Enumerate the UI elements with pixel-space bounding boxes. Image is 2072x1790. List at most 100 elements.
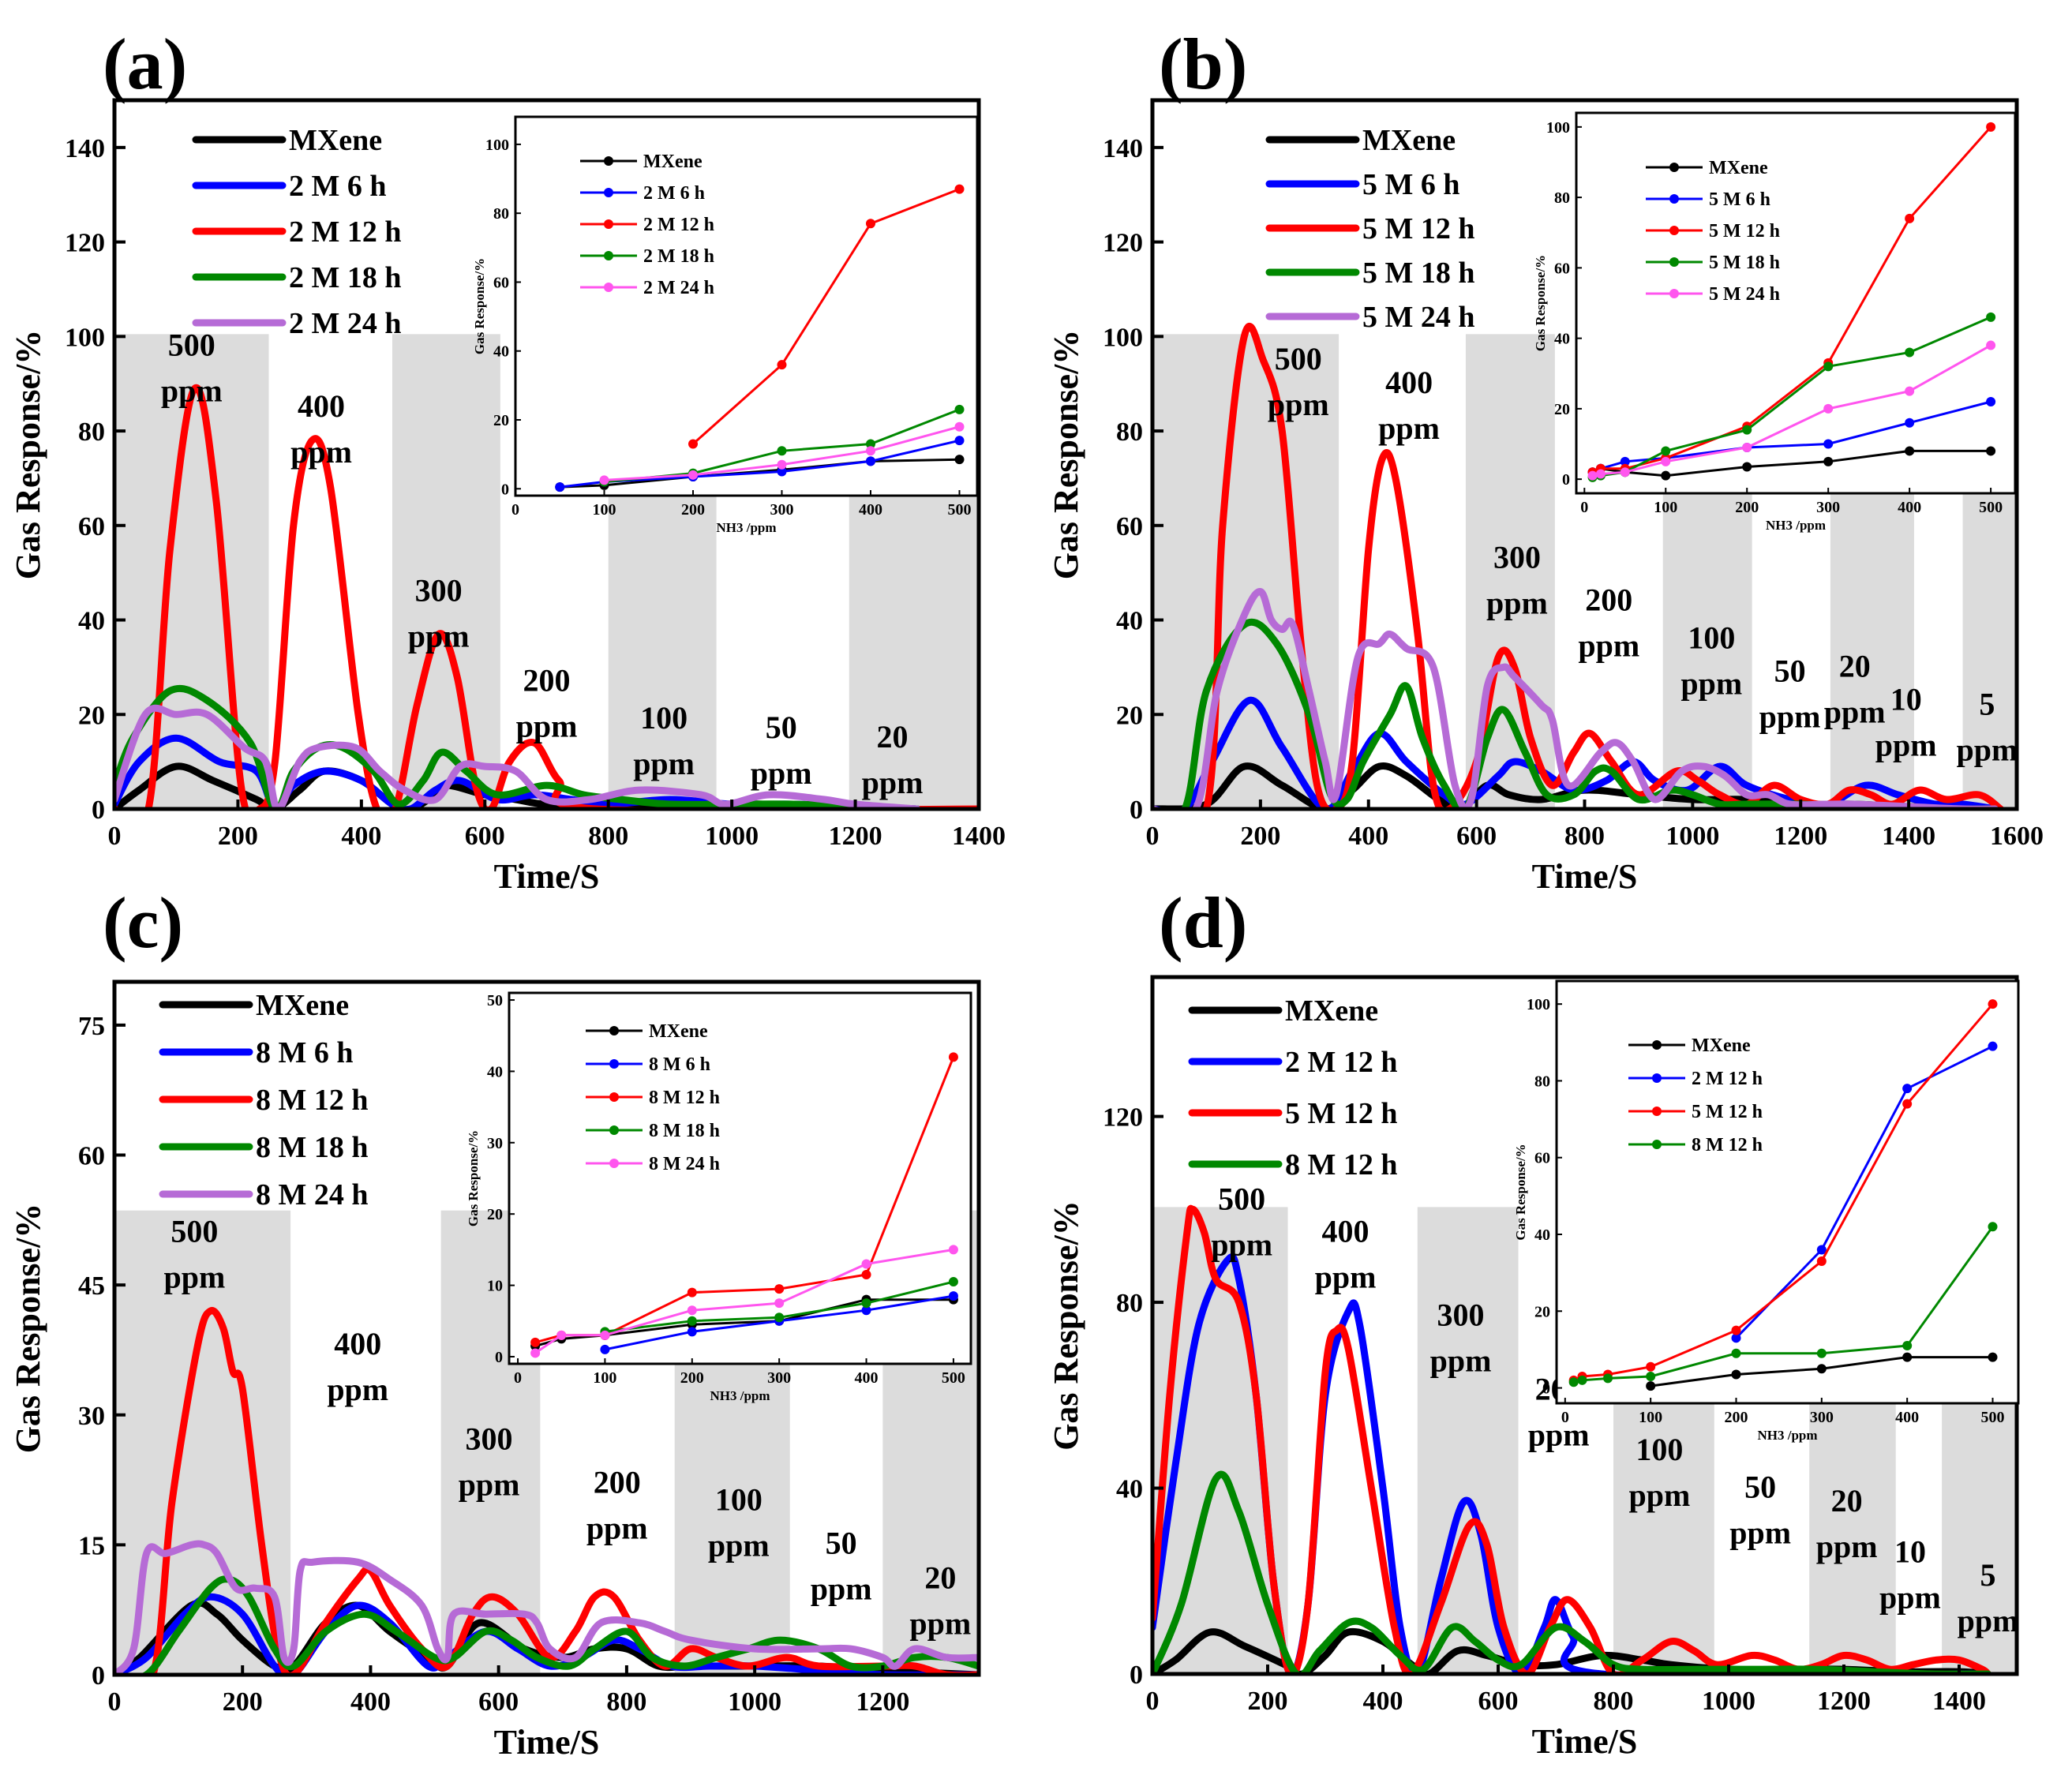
inset-point — [687, 1305, 697, 1316]
inset-y-tick-label: 40 — [487, 1063, 503, 1080]
inset-point — [861, 1259, 871, 1269]
concentration-label: 300 ppm — [408, 573, 470, 654]
inset-point — [1568, 1377, 1579, 1387]
concentration-label-line: 300 — [466, 1421, 513, 1457]
inset-y-tick-label: 40 — [1554, 331, 1570, 348]
inset-point — [1816, 1256, 1827, 1267]
inset-legend-label: 5 M 12 h — [1709, 221, 1780, 242]
inset-point — [1902, 1084, 1913, 1094]
inset-point — [1905, 418, 1915, 428]
inset-point — [1905, 386, 1915, 396]
y-axis-title: Gas Response/% — [9, 1204, 47, 1454]
inset-legend-label: MXene — [649, 1021, 708, 1042]
concentration-label-line: 20 — [1831, 1483, 1863, 1519]
inset-line-2-m-6-h — [560, 439, 960, 489]
concentration-label-line: 50 — [766, 710, 797, 745]
inset-y-axis-title: Gas Response/% — [472, 258, 487, 354]
series-line-2-m-18-h — [114, 684, 921, 809]
y-tick-label: 100 — [65, 323, 105, 352]
concentration-label-line: 200 — [1585, 582, 1632, 618]
inset-point — [1988, 1041, 1998, 1051]
inset-y-tick-label: 20 — [1554, 401, 1570, 418]
y-tick-label: 140 — [65, 134, 105, 163]
inset-legend-label: 8 M 12 h — [1692, 1135, 1763, 1155]
inset-y-tick-label: 0 — [1562, 471, 1570, 489]
legend-label: 2 M 12 h — [1285, 1046, 1398, 1079]
inset-y-tick-label: 60 — [493, 274, 509, 291]
panel-label: (b) — [1159, 24, 1247, 104]
concentration-label-line: 20 — [1839, 648, 1871, 683]
y-tick-label: 80 — [78, 418, 105, 447]
concentration-label-line: ppm — [408, 619, 470, 654]
inset-x-tick-label: 0 — [1580, 499, 1588, 516]
inset-y-tick-label: 40 — [493, 343, 509, 361]
inset-x-tick-label: 500 — [1981, 1409, 2005, 1426]
concentration-label-line: ppm — [1824, 694, 1886, 729]
x-tick-label: 0 — [108, 822, 122, 851]
concentration-label: 400 ppm — [290, 388, 352, 470]
concentration-label-line: ppm — [909, 1605, 971, 1641]
inset-x-axis-title: NH3 /ppm — [1766, 518, 1826, 533]
y-tick-label: 60 — [1116, 512, 1143, 541]
concentration-label-line: ppm — [1211, 1226, 1272, 1262]
inset-point — [1620, 456, 1630, 466]
concentration-label-line: ppm — [1816, 1529, 1878, 1564]
y-tick-label: 20 — [1116, 701, 1143, 730]
x-tick-label: 200 — [223, 1687, 263, 1717]
inset-x-tick-label: 300 — [1816, 499, 1840, 516]
concentration-label: 10 ppm — [1875, 681, 1937, 762]
inset-point — [555, 482, 565, 492]
concentration-label: 100 ppm — [708, 1481, 770, 1563]
concentration-label-line: 400 — [298, 388, 345, 424]
inset-point — [1646, 1371, 1656, 1381]
inset-point — [1823, 361, 1834, 372]
inset-chart: 0 100 200 300 400 500 0 10 20 30 40 50 NH3 /ppm Gas R… — [466, 991, 972, 1403]
concentration-label-line: ppm — [516, 708, 578, 743]
x-tick-label: 1000 — [705, 822, 759, 851]
inset-x-tick-label: 400 — [855, 1369, 879, 1387]
inset-point — [1986, 396, 1996, 406]
plot-frame — [112, 98, 981, 811]
inset-x-tick-label: 100 — [1639, 1409, 1662, 1426]
inset-point — [530, 1348, 541, 1358]
x-tick-label: 400 — [350, 1687, 391, 1717]
inset-x-tick-label: 100 — [1654, 499, 1677, 516]
concentration-label: 300 ppm — [1430, 1298, 1492, 1379]
concentration-label-line: ppm — [1759, 698, 1821, 734]
concentration-label-line: ppm — [1680, 665, 1742, 701]
inset-y-tick-label: 20 — [493, 412, 509, 429]
series-lines — [1152, 1204, 1991, 1674]
legend-label: MXene — [1285, 994, 1378, 1028]
inset-legend-label: 2 M 24 h — [643, 278, 714, 298]
concentration-label-line: ppm — [586, 1511, 648, 1546]
inset-legend-marker — [1669, 226, 1679, 235]
concentration-label: 50 ppm — [1729, 1469, 1791, 1550]
inset-legend-label: 5 M 12 h — [1692, 1102, 1763, 1122]
concentration-label-line: 500 — [1218, 1181, 1265, 1216]
inset-x-tick-label: 300 — [770, 501, 794, 519]
concentration-label-line: ppm — [459, 1467, 520, 1503]
inset-point — [1742, 442, 1752, 452]
inset-legend-label: MXene — [643, 152, 703, 172]
legend-label: MXene — [256, 989, 349, 1022]
inset-legend-marker — [1652, 1073, 1662, 1083]
inset-point — [1988, 999, 1998, 1009]
legend-label: 2 M 6 h — [289, 170, 387, 203]
y-tick-label: 80 — [1116, 1289, 1143, 1318]
inset-point — [1823, 439, 1834, 449]
inset-point — [556, 1330, 567, 1340]
legend-label: 8 M 24 h — [256, 1178, 369, 1211]
inset-point — [1823, 403, 1834, 414]
concentration-label-line: 300 — [415, 573, 463, 609]
inset-x-tick-label: 400 — [859, 501, 882, 519]
inset-line-2-m-12-h — [692, 188, 961, 445]
inset-legend-marker — [1652, 1140, 1662, 1149]
series-line-2-m-12-h — [114, 384, 979, 809]
inset-x-tick-label: 200 — [1725, 1409, 1748, 1426]
inset-legend-label: 2 M 6 h — [643, 183, 705, 204]
inset-x-tick-label: 500 — [1979, 499, 2003, 516]
inset-point — [954, 404, 965, 414]
concentration-label-line: ppm — [1578, 628, 1639, 664]
inset-frame — [514, 115, 979, 497]
